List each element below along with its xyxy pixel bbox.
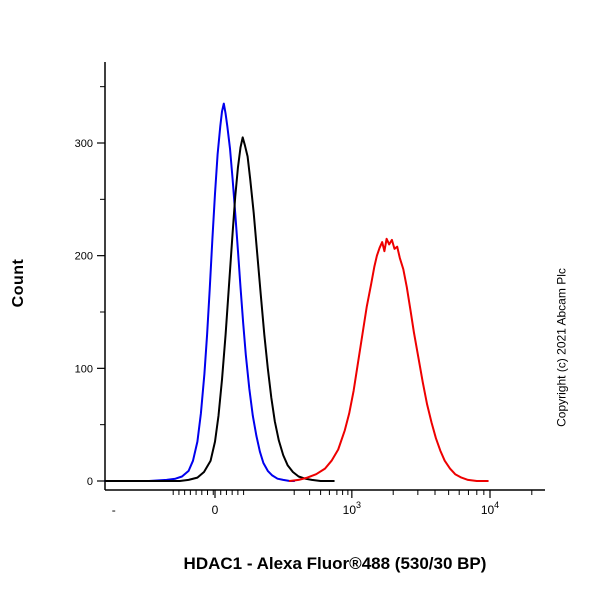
histogram-curve-blue <box>104 102 296 482</box>
y-axis-title: Count <box>10 258 27 308</box>
chart-title: HDAC1 - Alexa Fluor®488 (530/30 BP) <box>183 554 487 573</box>
x-tick-label: 0 <box>212 503 219 517</box>
x-tick-label: - <box>112 503 116 517</box>
y-tick-label: 0 <box>87 476 93 488</box>
histogram-curve-black <box>104 136 335 482</box>
x-tick-label: 104 <box>481 500 499 517</box>
y-tick-label: 300 <box>75 138 93 150</box>
histogram-curve-red <box>288 237 489 482</box>
y-tick-label: 100 <box>75 363 93 375</box>
x-tick-label: 103 <box>343 500 361 517</box>
copyright-text: Copyright (c) 2021 Abcam Plc <box>554 268 569 427</box>
y-tick-label: 200 <box>75 251 93 263</box>
